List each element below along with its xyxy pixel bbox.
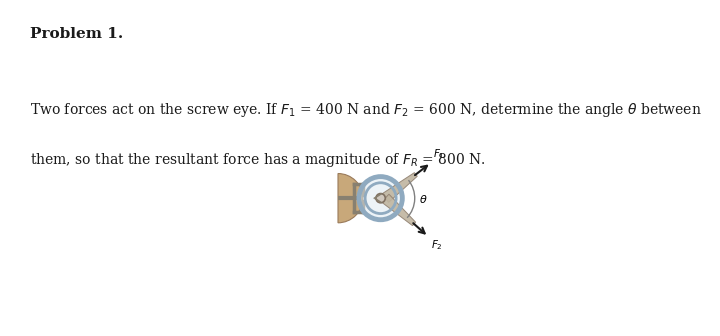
Text: Problem 1.: Problem 1. xyxy=(30,27,124,41)
Polygon shape xyxy=(382,173,418,202)
Text: Two forces act on the screw eye. If $F_1$ = 400 N and $F_2$ = 600 N, determine t: Two forces act on the screw eye. If $F_1… xyxy=(30,101,702,119)
Text: $F_1$: $F_1$ xyxy=(433,147,446,161)
Text: them, so that the resultant force has a magnitude of $F_R$ = 800 N.: them, so that the resultant force has a … xyxy=(30,151,486,169)
Circle shape xyxy=(376,194,385,203)
Wedge shape xyxy=(338,173,363,223)
Polygon shape xyxy=(382,194,415,226)
Polygon shape xyxy=(374,194,382,203)
Text: $F_2$: $F_2$ xyxy=(431,238,443,252)
Circle shape xyxy=(359,177,402,220)
Text: $\theta$: $\theta$ xyxy=(418,193,427,205)
